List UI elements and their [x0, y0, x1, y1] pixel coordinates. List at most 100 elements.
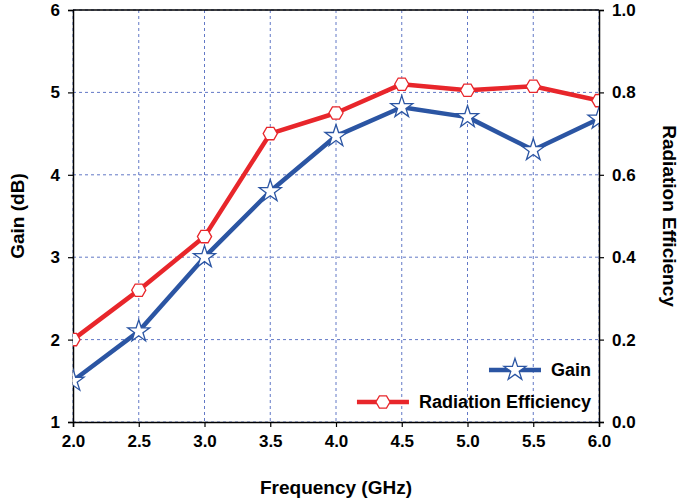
y-axis-title: Gain (dB) [7, 173, 28, 259]
tick-label: 2 [51, 331, 60, 350]
legend-label: Gain [551, 360, 591, 380]
marker [194, 246, 216, 267]
tick-label: 0.4 [612, 248, 636, 267]
tick-mark [599, 10, 604, 11]
series-line [73, 107, 599, 381]
y2-axis-title: Radiation Efficiency [659, 125, 680, 307]
tick-label: 6 [51, 1, 60, 20]
tick-mark [599, 92, 604, 93]
tick: 4.0 [325, 422, 349, 451]
series-line [73, 84, 599, 339]
marker [73, 369, 84, 390]
tick-mark [533, 422, 534, 427]
tick-label: 3.0 [193, 432, 217, 451]
tick-label: 0.2 [612, 331, 636, 350]
tick-label: 2.5 [127, 432, 151, 451]
marker [325, 125, 347, 146]
legend-marker [504, 358, 526, 379]
tick-mark [204, 422, 205, 427]
tick-mark [336, 422, 337, 427]
legend-label: Radiation Efficiency [419, 392, 591, 412]
y-axis: 1 2 3 4 5 6 [51, 1, 74, 432]
tick: 5.0 [456, 422, 480, 451]
tick: 2.5 [127, 422, 151, 451]
tick-label: 0.6 [612, 166, 636, 185]
grid-line [73, 92, 599, 93]
tick-mark [599, 257, 604, 258]
tick-label: 4.0 [325, 432, 349, 451]
tick: 5 [51, 83, 73, 102]
tick-label: 0.0 [612, 413, 636, 432]
axis-line [600, 11, 605, 423]
grid-line [270, 10, 271, 422]
tick: 6 [51, 1, 73, 20]
tick-label: 5.0 [456, 432, 480, 451]
grid-line [467, 10, 468, 422]
tick-mark [599, 422, 604, 423]
tick: 4 [51, 166, 73, 185]
tick: 0.0 [599, 413, 636, 432]
x-axis-title: Frequency (GHz) [260, 477, 412, 498]
grid-line [401, 10, 402, 422]
marker [588, 107, 599, 128]
x-axis: 2.02.53.03.54.04.55.05.56.0 [62, 422, 612, 451]
tick-label: 2.0 [62, 432, 86, 451]
tick-label: 0.8 [612, 83, 636, 102]
tick-mark [599, 340, 604, 341]
marker [329, 107, 343, 119]
grid-line [204, 10, 205, 422]
tick: 3 [51, 248, 73, 267]
marker [395, 78, 409, 90]
tick: 3.5 [259, 422, 283, 451]
tick-mark [402, 422, 403, 427]
marker [259, 180, 281, 201]
axis-line [74, 423, 600, 428]
tick-mark [68, 10, 73, 11]
tick-label: 1 [51, 413, 60, 432]
marker [522, 139, 544, 160]
tick-mark [68, 257, 73, 258]
tick-label: 1.0 [612, 1, 636, 20]
grid-line [73, 174, 599, 175]
tick-mark [68, 340, 73, 341]
tick-mark [467, 422, 468, 427]
tick-mark [139, 422, 140, 427]
tick-label: 5 [51, 83, 60, 102]
tick: 3.0 [193, 422, 217, 451]
tick: 4.5 [390, 422, 414, 451]
tick: 0.4 [599, 248, 636, 267]
marker [592, 95, 599, 107]
series-group [73, 78, 599, 390]
axis-line [68, 11, 74, 423]
frame [73, 9, 599, 11]
legend: Gain Radiation Efficiency [357, 358, 591, 412]
tick: 5.5 [522, 422, 546, 451]
marker [128, 320, 150, 341]
tick-mark [68, 92, 73, 93]
grid-line [138, 10, 139, 422]
tick-mark [270, 422, 271, 427]
tick: 2 [51, 331, 73, 350]
plot: 2.02.53.03.54.04.55.05.56.01234560.00.20… [51, 1, 637, 451]
tick-label: 4.5 [390, 432, 414, 451]
tick: 0.8 [599, 83, 636, 102]
grid-line [336, 10, 337, 422]
chart: 2.02.53.03.54.04.55.05.56.01234560.00.20… [0, 0, 685, 504]
legend-marker [376, 396, 390, 408]
marker [197, 230, 211, 242]
tick: 2.0 [62, 422, 86, 451]
marker [391, 96, 413, 117]
tick-mark [599, 175, 604, 176]
tick: 0.6 [599, 166, 636, 185]
tick-label: 4 [51, 166, 61, 185]
marker [460, 84, 474, 96]
tick: 1 [51, 413, 73, 432]
marker [263, 127, 277, 139]
tick-label: 3 [51, 248, 60, 267]
tick-label: 5.5 [522, 432, 546, 451]
marker [526, 80, 540, 92]
tick-mark [68, 175, 73, 176]
tick: 0.2 [599, 331, 636, 350]
grid-line [73, 10, 599, 11]
grid-line [73, 257, 599, 258]
